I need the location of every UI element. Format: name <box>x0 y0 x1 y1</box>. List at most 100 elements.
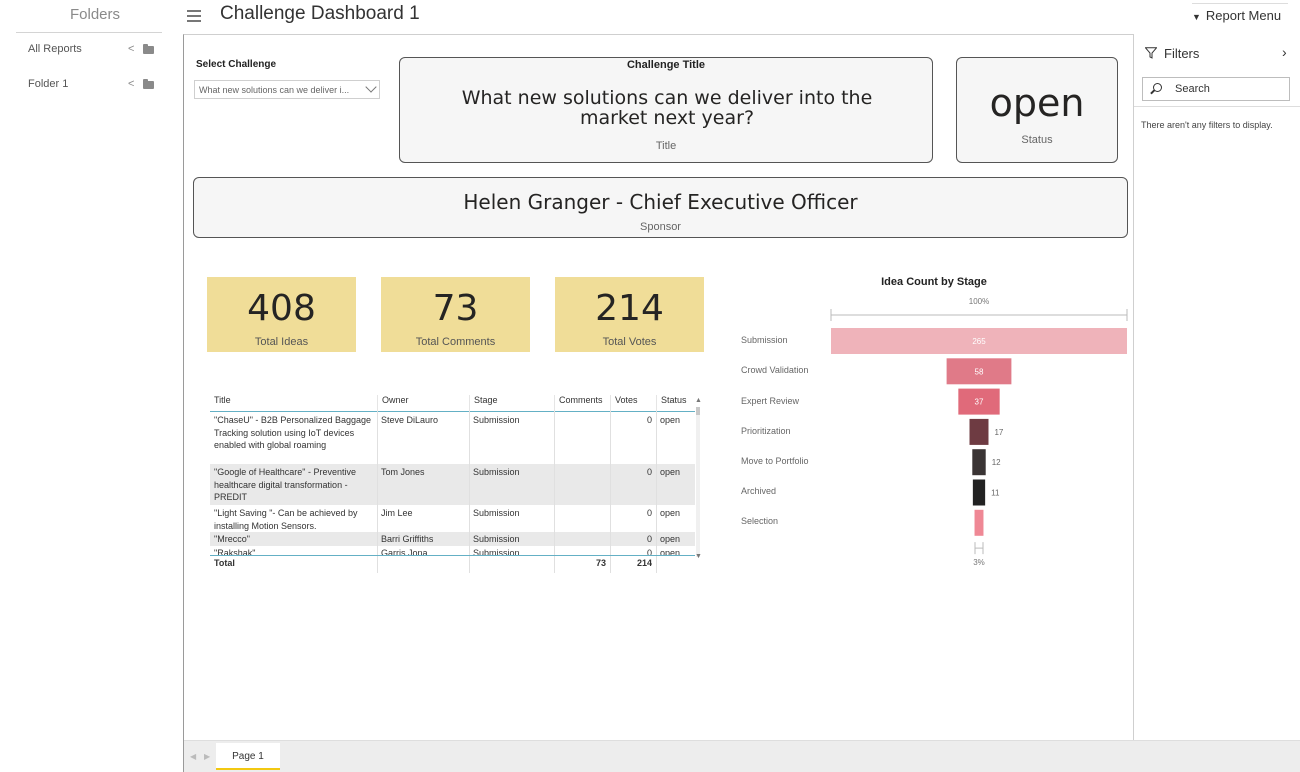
kpi-label: Total Comments <box>415 336 496 348</box>
cell-stage: Submission <box>473 534 520 544</box>
column-header-comments[interactable]: Comments <box>554 395 610 411</box>
report-canvas: Select Challenge What new solutions can … <box>183 34 1300 772</box>
cell-title: "Rakshak" <box>214 548 256 555</box>
chevron-down-icon[interactable]: ▼ <box>695 553 702 560</box>
kpi-total-ideas: 408 Total Ideas <box>207 277 356 352</box>
funnel-value-label: 12 <box>992 458 1001 467</box>
filters-search-input[interactable]: Search <box>1142 77 1290 101</box>
kpi-label: Total Ideas <box>254 336 309 348</box>
ideas-table: Title Owner Stage Comments Votes Status … <box>210 391 703 573</box>
cell-total-comments: 73 <box>595 558 606 568</box>
kpi-total-comments: 73 Total Comments <box>381 277 530 352</box>
column-header-title[interactable]: Title <box>214 395 231 405</box>
cell-status: open <box>660 534 681 544</box>
filters-pane: Filters › Search There aren't any filter… <box>1133 34 1300 740</box>
cell-title: "Google of Healthcare" - Preventive heal… <box>214 467 356 503</box>
divider <box>656 411 657 573</box>
funnel-value-label: 58 <box>975 367 984 376</box>
cell-stage: Submission <box>473 467 520 477</box>
scroll-track[interactable] <box>696 407 700 557</box>
stage-label: Crowd Validation <box>741 365 809 375</box>
column-header-owner[interactable]: Owner <box>377 395 469 411</box>
sponsor-card: Helen Granger - Chief Executive Officer … <box>193 177 1128 238</box>
chevron-up-icon[interactable]: ▲ <box>695 397 702 404</box>
funnel-bar <box>972 449 986 476</box>
stage-label: Move to Portfolio <box>741 456 809 466</box>
divider <box>16 32 162 33</box>
funnel-bar <box>958 388 1000 415</box>
chevron-right-icon[interactable]: › <box>1282 44 1287 60</box>
chevron-down-icon <box>365 81 377 93</box>
divider <box>210 555 695 556</box>
table-row[interactable]: "Rakshak" Garris Jona Submission 0 open <box>210 546 695 555</box>
kpi-label: Total Votes <box>602 336 657 348</box>
divider <box>210 411 695 412</box>
stage-label: Expert Review <box>741 396 800 406</box>
funnel-value-label: 17 <box>994 428 1003 437</box>
chart-title: Idea Count by Stage <box>881 276 987 288</box>
stage-label: Archived <box>741 486 777 496</box>
cell-owner: Jim Lee <box>381 508 413 518</box>
funnel-bar <box>831 328 1127 354</box>
column-header-stage[interactable]: Stage <box>469 395 554 411</box>
cell-owner: Steve DiLauro <box>381 415 439 425</box>
funnel-bar <box>972 479 986 506</box>
chevron-left-icon[interactable]: ◀ <box>190 752 197 761</box>
divider <box>469 411 470 573</box>
chevron-left-icon[interactable]: < <box>128 78 135 90</box>
filter-icon <box>1145 47 1157 59</box>
cell-total-votes: 214 <box>636 558 652 568</box>
column-header-status[interactable]: Status <box>656 395 694 411</box>
cell-stage: Submission <box>473 548 520 555</box>
folder-item-all-reports[interactable]: All Reports < <box>28 43 158 63</box>
cell-owner: Barri Griffiths <box>381 534 434 544</box>
cell-status: open <box>660 508 681 518</box>
card-caption: Sponsor <box>640 221 681 233</box>
funnel-value-label: 37 <box>975 398 984 407</box>
table-row[interactable]: "Mrecco" Barri Griffiths Submission 0 op… <box>210 532 695 546</box>
stage-label: Prioritization <box>741 426 791 436</box>
search-placeholder: Search <box>1175 83 1210 95</box>
folders-panel: Folders All Reports < Folder 1 < <box>0 0 176 772</box>
cell-status: open <box>660 467 681 477</box>
funnel-value-label: 11 <box>991 489 1000 498</box>
kpi-value: 214 <box>595 288 664 329</box>
table-row[interactable]: "ChaseU" - B2B Personalized Baggage Trac… <box>210 412 695 464</box>
cell-title: "ChaseU" - B2B Personalized Baggage Trac… <box>214 415 371 451</box>
cell-votes: 0 <box>646 508 652 518</box>
table-row[interactable]: "Light Saving "- Can be achieved by inst… <box>210 505 695 532</box>
cell-stage: Submission <box>473 508 520 518</box>
filters-title: Filters <box>1164 46 1200 61</box>
divider <box>554 411 555 573</box>
tab-page-1[interactable]: Page 1 <box>216 743 280 770</box>
folder-icon <box>143 79 154 89</box>
funnel-bar <box>974 509 984 536</box>
scroll-thumb[interactable] <box>696 407 700 415</box>
folder-item-label: Folder 1 <box>28 78 69 90</box>
folder-icon <box>143 44 154 54</box>
status-value: open <box>989 81 1085 125</box>
table-scrollbar[interactable]: ▲ ▼ <box>694 393 702 563</box>
chevron-right-icon[interactable]: ▶ <box>204 752 211 761</box>
stage-label: Selection <box>741 516 779 526</box>
funnel-top-label: 100% <box>969 297 989 306</box>
funnel-bottom-label: 3% <box>973 558 985 567</box>
folder-item-label: All Reports <box>28 43 82 55</box>
table-row[interactable]: "Google of Healthcare" - Preventive heal… <box>210 464 695 505</box>
search-icon <box>1153 83 1162 92</box>
table-total-row: Total 73 214 <box>210 557 695 571</box>
cell-total-label: Total <box>214 558 235 568</box>
column-header-votes[interactable]: Votes <box>610 395 656 411</box>
funnel-value-label: 265 <box>972 337 986 346</box>
card-caption: Title <box>655 140 677 152</box>
cell-status: open <box>660 415 681 425</box>
chevron-left-icon[interactable]: < <box>128 43 135 55</box>
challenge-title-card: Challenge Title What new solutions can w… <box>399 57 933 163</box>
report-menu-button[interactable]: ▼ Report Menu <box>1192 8 1281 23</box>
kpi-total-votes: 214 Total Votes <box>555 277 704 352</box>
hamburger-menu-icon[interactable] <box>187 10 201 22</box>
challenge-select[interactable]: What new solutions can we deliver i... <box>194 80 380 99</box>
folder-item-folder-1[interactable]: Folder 1 < <box>28 78 158 98</box>
funnel-bar <box>946 358 1012 385</box>
cell-votes: 0 <box>646 415 652 425</box>
